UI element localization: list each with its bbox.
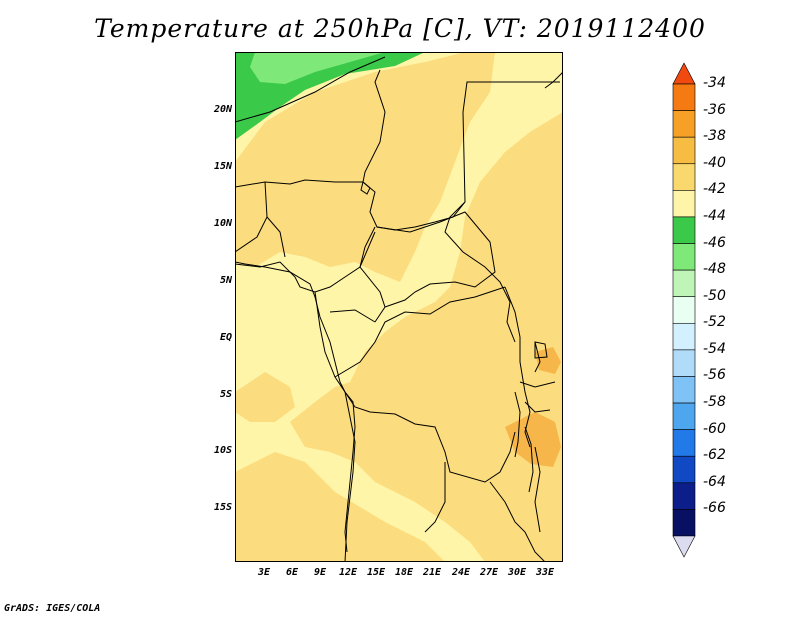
lat-label-15n: 15N [213, 161, 232, 172]
lon-label-24e: 24E [451, 567, 471, 578]
lon-label-21e: 21E [422, 567, 442, 578]
colorbar-label: -64 [703, 473, 726, 490]
field-lvl-40-38-south [235, 452, 445, 562]
colorbar-label: -44 [703, 207, 726, 224]
colorbar-segment [672, 509, 696, 537]
colorbar-segment [672, 163, 696, 191]
country-borders [235, 56, 560, 562]
colorbar-segment [672, 243, 696, 271]
colorbar-segment [672, 322, 696, 351]
colorbar-segment [672, 216, 696, 244]
colorbar-label: -60 [703, 420, 726, 437]
lakes [360, 181, 548, 493]
lon-label-3e: 3E [257, 567, 271, 578]
field-lvl-40-38-east [290, 112, 563, 562]
lat-label-10s: 10S [213, 445, 232, 456]
colorbar-segment [672, 402, 696, 430]
colorbar-label: -56 [703, 367, 726, 384]
lat-label-15s: 15S [213, 502, 232, 513]
lon-label-30e: 30E [507, 567, 527, 578]
field-lvl-48-46 [250, 52, 385, 84]
colorbar-label: -42 [703, 181, 726, 198]
coastline [235, 261, 356, 553]
footer-credit: GrADS: IGES/COLA [4, 603, 101, 614]
colorbar-segment [672, 190, 696, 218]
map-panel [235, 52, 563, 562]
colorbar-segment [672, 455, 696, 484]
lon-label-27e: 27E [479, 567, 499, 578]
colorbar-label: -66 [703, 500, 726, 517]
lon-label-12e: 12E [338, 567, 358, 578]
colorbar-label: -54 [703, 340, 726, 357]
colorbar [672, 62, 696, 558]
colorbar-segment [672, 349, 696, 377]
colorbar-segment [672, 429, 696, 457]
lon-label-18e: 18E [394, 567, 414, 578]
colorbar-segment [672, 136, 696, 165]
colorbar-segment [672, 83, 696, 111]
colorbar-segment [672, 376, 696, 404]
lon-label-6e: 6E [285, 567, 299, 578]
colorbar-bottom-triangle [672, 535, 696, 558]
colorbar-label: -48 [703, 261, 726, 278]
lon-label-9e: 9E [313, 567, 327, 578]
colorbar-segments [672, 62, 696, 558]
lat-label-eq: EQ [219, 332, 232, 343]
lon-label-15e: 15E [366, 567, 386, 578]
colorbar-segment [672, 296, 696, 324]
colorbar-label: -62 [703, 447, 726, 464]
lat-label-20n: 20N [213, 104, 232, 115]
chart-title: Temperature at 250hPa [C], VT: 201911240… [94, 14, 706, 43]
coastline-east [544, 71, 563, 89]
field-lvl-40-38-north [235, 52, 495, 282]
field-lvl-40-38-west [235, 372, 295, 422]
colorbar-segment [672, 269, 696, 298]
colorbar-label: -50 [703, 287, 726, 304]
colorbar-label: -34 [703, 75, 726, 91]
lat-label-10n: 10N [213, 218, 232, 229]
colorbar-label: -46 [703, 234, 726, 251]
colorbar-segment [672, 482, 696, 510]
lat-label-5s: 5S [219, 389, 232, 400]
lat-label-5n: 5N [219, 275, 232, 286]
colorbar-label: -36 [703, 101, 726, 118]
field-lvl-38-36-patch2 [535, 347, 561, 374]
colorbar-segment [672, 110, 696, 138]
colorbar-top-triangle [672, 62, 696, 85]
temperature-map [235, 52, 563, 562]
colorbar-label: -52 [703, 314, 726, 331]
colorbar-label: -38 [703, 128, 726, 145]
colorbar-label: -40 [703, 154, 726, 171]
colorbar-label: -58 [703, 394, 726, 411]
lon-label-33e: 33E [535, 567, 555, 578]
map-frame [235, 52, 563, 562]
